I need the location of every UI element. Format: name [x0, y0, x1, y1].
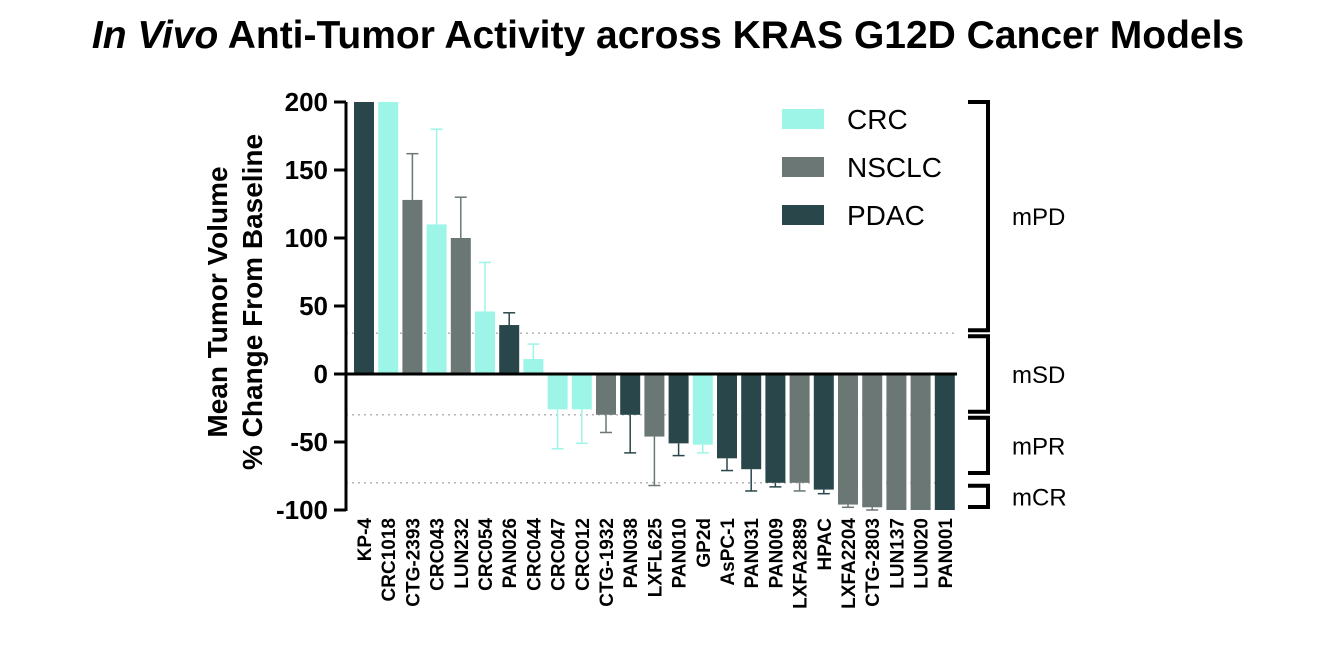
bracket-label-mpr: mPR	[1012, 433, 1065, 460]
x-tick-label-lxfa2889: LXFA2889	[791, 518, 812, 609]
bar-ctg-2803	[862, 374, 883, 508]
bar-pan010	[668, 374, 689, 444]
x-tick-label-crc054: CRC054	[476, 518, 497, 591]
bar-crc043	[426, 224, 447, 374]
bar-gp2d	[692, 374, 713, 445]
chart-title-main: Anti-Tumor Activity across KRAS G12D Can…	[227, 14, 1245, 57]
legend-label-crc: CRC	[847, 104, 908, 135]
bar-ctg-2393	[402, 199, 423, 374]
bar-pan031	[741, 374, 762, 470]
x-tick-label-ctg-2393: CTG-2393	[403, 518, 424, 607]
x-tick-label-pan031: PAN031	[742, 518, 763, 589]
x-tick-label-pan038: PAN038	[621, 518, 642, 588]
bar-pan009	[765, 374, 786, 483]
y-tick-label: -50	[290, 427, 328, 457]
x-tick-label-gp2d: GP2d	[694, 518, 715, 568]
chart-title: In Vivo Anti-Tumor Activity across KRAS …	[0, 14, 1336, 58]
bar-ctg-1932	[596, 374, 616, 415]
bracket-msd	[968, 334, 990, 414]
bracket-mpr	[968, 415, 990, 475]
y-ticks: 200 150 100 50 0 -50 -100	[276, 87, 346, 525]
bracket-mpd	[968, 100, 990, 333]
x-tick-label-pan009: PAN009	[766, 518, 787, 588]
bar-pan026	[499, 325, 520, 374]
bar-lxfa2889	[789, 374, 810, 483]
bar-crc044	[523, 359, 544, 374]
x-tick-label-aspc-1: AsPC-1	[718, 518, 739, 586]
x-tick-label-ctg-1932: CTG-1932	[597, 518, 618, 607]
bar-lxfl625	[644, 374, 665, 437]
bar-lun137	[886, 374, 907, 510]
legend-label-nsclc: NSCLC	[847, 152, 942, 183]
bar-lxfa2204	[838, 374, 858, 505]
bracket-label-mpd: mPD	[1012, 204, 1065, 231]
x-tick-label-crc012: CRC012	[573, 518, 594, 591]
bars	[354, 102, 955, 510]
bar-pan001	[934, 374, 955, 510]
bar-lun020	[910, 374, 931, 510]
legend: CRC NSCLC PDAC	[782, 104, 942, 231]
x-tick-label-lun232: LUN232	[452, 518, 473, 589]
legend-swatch-nsclc	[782, 157, 824, 177]
x-tick-label-kp-4: KP-4	[355, 518, 376, 562]
y-tick-label: 200	[285, 87, 328, 117]
x-tick-label-crc044: CRC044	[524, 518, 545, 591]
x-tick-label-crc1018: CRC1018	[379, 518, 400, 601]
error-bars	[406, 128, 879, 511]
chart-title-italic: In Vivo	[91, 14, 219, 57]
x-tick-labels: KP-4 CRC1018 CTG-2393 CRC043 LUN232 CRC054 PAN…	[355, 518, 957, 609]
y-tick-label: -100	[276, 495, 328, 525]
bar-lun232	[450, 238, 471, 374]
x-tick-label-lun020: LUN020	[912, 518, 933, 589]
x-tick-label-crc047: CRC047	[549, 518, 570, 591]
y-axis-label-line-2: % Change From Baseline	[237, 134, 268, 470]
bracket-label-msd: mSD	[1012, 362, 1065, 389]
y-tick-label: 0	[314, 359, 328, 389]
legend-swatch-crc	[782, 109, 824, 129]
x-tick-label-crc043: CRC043	[428, 518, 449, 591]
x-tick-label-lun137: LUN137	[887, 518, 908, 589]
bar-hpac	[813, 374, 834, 490]
y-tick-label: 50	[299, 291, 328, 321]
bar-crc1018	[378, 102, 399, 374]
response-brackets: mPD mSD mPR mCR	[968, 100, 1067, 511]
bar-crc047	[547, 374, 568, 410]
x-tick-label-pan001: PAN001	[936, 518, 957, 589]
bar-pan038	[620, 374, 641, 415]
y-tick-label: 150	[285, 155, 328, 185]
bar-crc054	[475, 311, 495, 374]
bracket-mcr	[968, 483, 990, 509]
bar-crc012	[571, 374, 592, 410]
x-tick-label-hpac: HPAC	[815, 518, 836, 571]
y-tick-label: 100	[285, 223, 328, 253]
bar-aspc-1	[717, 374, 737, 459]
x-tick-label-lxfa2204: LXFA2204	[839, 518, 860, 609]
bracket-label-mcr: mCR	[1012, 484, 1067, 511]
x-tick-label-lxfl625: LXFL625	[645, 518, 666, 598]
y-axis-label: Mean Tumor Volume% Change From Baseline	[202, 134, 268, 470]
legend-label-pdac: PDAC	[847, 200, 925, 231]
bar-kp-4	[354, 102, 374, 374]
x-tick-label-pan010: PAN010	[670, 518, 691, 588]
x-tick-label-pan026: PAN026	[500, 518, 521, 588]
legend-swatch-pdac	[782, 205, 824, 225]
y-axis-label-line-1: Mean Tumor Volume	[202, 166, 233, 437]
x-tick-label-ctg-2803: CTG-2803	[863, 518, 884, 607]
